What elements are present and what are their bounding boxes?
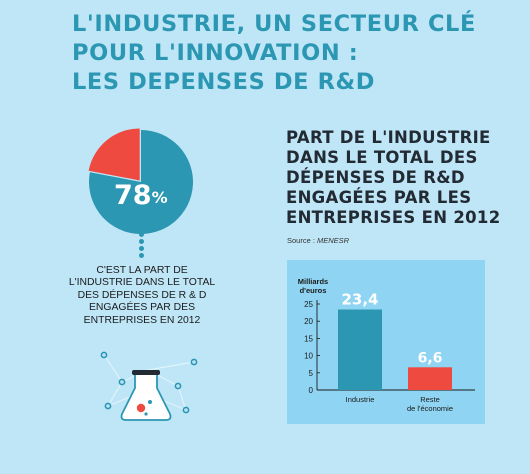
dotted-connector <box>139 232 144 260</box>
flask-icon <box>100 351 198 421</box>
pie-slice <box>88 128 140 181</box>
bar-value-label: 23,4 <box>341 291 378 309</box>
chart-title-line: DANS LE TOTAL DES <box>286 148 478 167</box>
bar-chart-panel: Milliards d'euros 0 5 10 15 20 25 23,4 Industrie 6… <box>287 260 485 424</box>
x-category-label: de l'économie <box>407 404 453 413</box>
y-tick-label: 0 <box>309 386 314 395</box>
chart-title-line: ENTREPRISES EN 2012 <box>286 208 501 227</box>
y-axis-title: d'euros <box>300 286 327 295</box>
bar <box>408 367 452 390</box>
page-title-line: LES DEPENSES DE R&D <box>72 69 375 95</box>
pie-value-label: 78% <box>114 180 184 212</box>
chart-section-title: PART DE L'INDUSTRIE DANS LE TOTAL DES DÉ… <box>286 128 526 228</box>
pie-slice <box>88 130 193 234</box>
source-label: Source : <box>287 236 318 245</box>
pie-value: 78 <box>114 180 152 211</box>
page-title-line: POUR L'INNOVATION : <box>72 40 359 66</box>
page-title-line: L'INDUSTRIE, UN SECTEUR CLÉ <box>72 11 476 37</box>
page-title: L'INDUSTRIE, UN SECTEUR CLÉ POUR L'INNOV… <box>72 10 522 97</box>
bar <box>338 309 382 390</box>
source-note: Source : MENESR <box>287 236 349 245</box>
pie-description: C'EST LA PART DE L'INDUSTRIE DANS LE TOT… <box>68 265 216 326</box>
pie-chart <box>88 128 193 234</box>
chart-title-line: DÉPENSES DE R&D <box>286 168 465 187</box>
y-tick-label: 20 <box>304 317 313 326</box>
source-name: MENESR <box>317 236 350 245</box>
bar-value-label: 6,6 <box>418 350 443 366</box>
x-category-label: Reste <box>420 395 440 404</box>
pie-percent-sign: % <box>151 188 168 207</box>
chart-title-line: PART DE L'INDUSTRIE <box>286 128 491 147</box>
y-tick-label: 10 <box>304 352 313 361</box>
x-category-label: Industrie <box>346 395 375 404</box>
y-tick-label: 15 <box>304 334 313 343</box>
chart-title-line: ENGAGÉES PAR LES <box>286 188 472 207</box>
y-tick-label: 25 <box>304 300 313 309</box>
y-axis-title: Milliards <box>298 277 328 286</box>
y-tick-label: 5 <box>309 369 314 378</box>
